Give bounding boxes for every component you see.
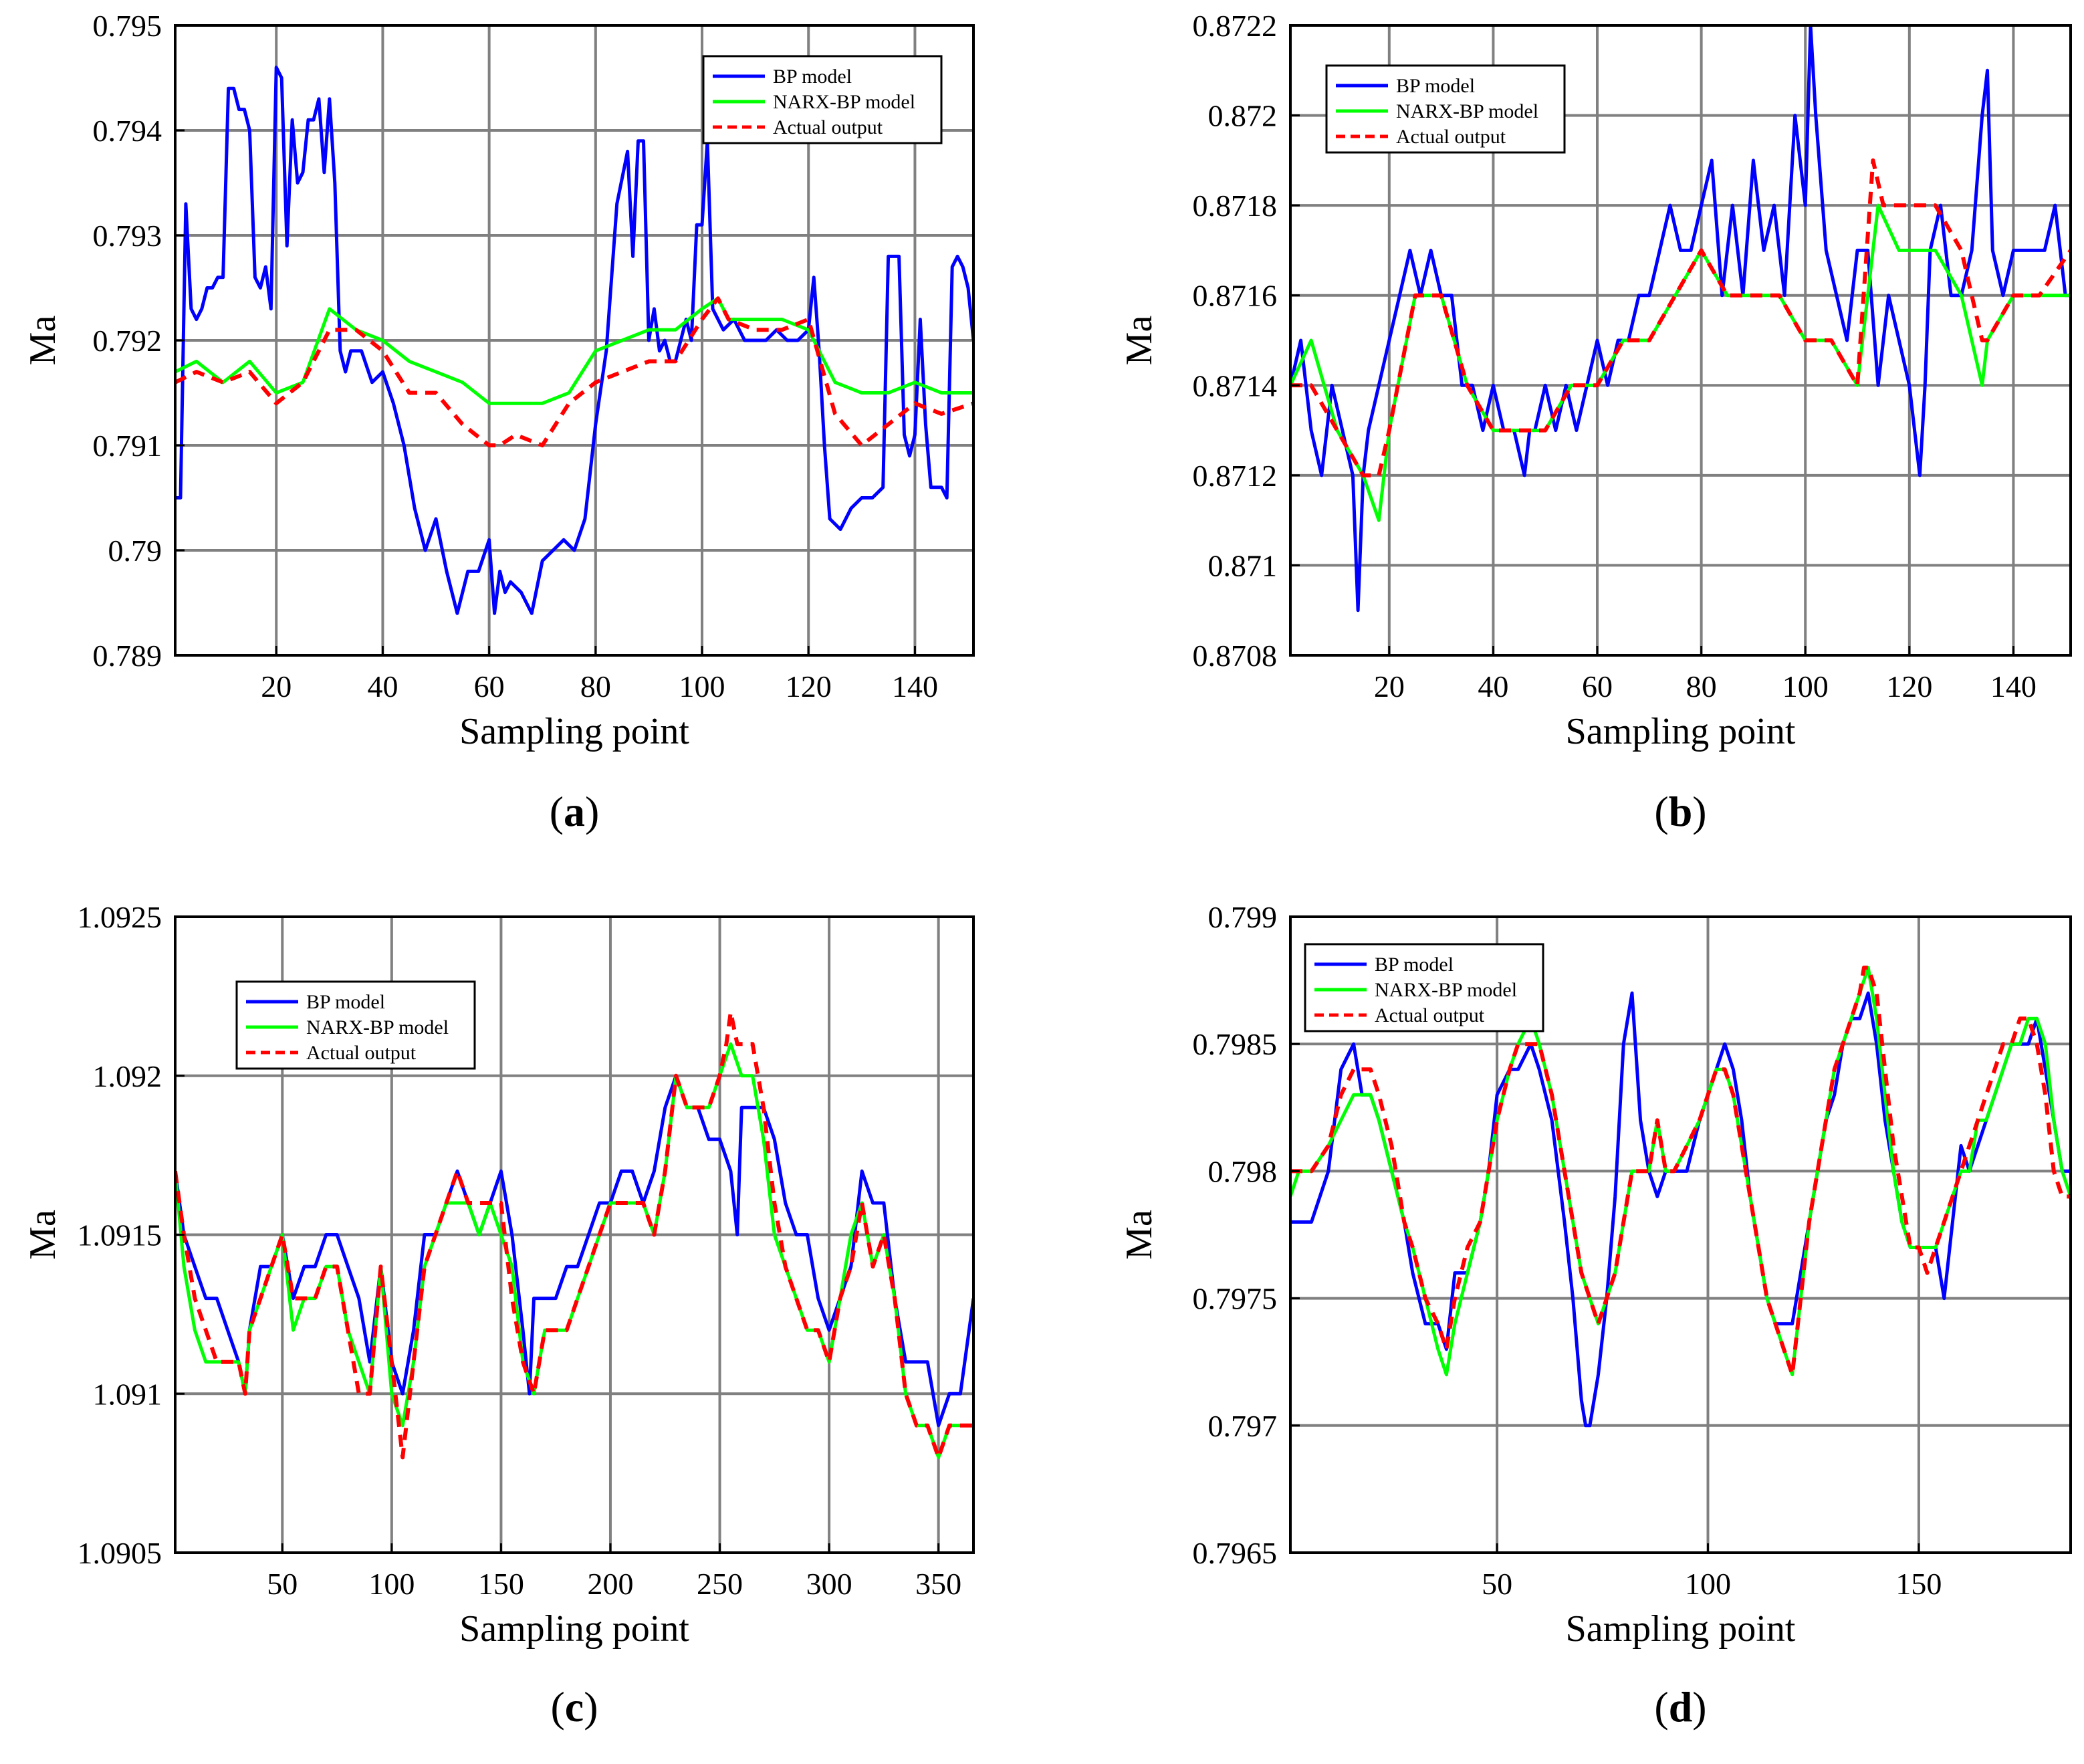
legend-label-actual: Actual output <box>1396 126 1506 148</box>
x-tick-label: 50 <box>267 1567 298 1601</box>
x-tick-label: 300 <box>806 1567 852 1601</box>
y-axis-label: Ma <box>1119 316 1160 366</box>
legend-box <box>702 55 943 144</box>
y-tick-label: 1.0905 <box>78 1536 162 1570</box>
y-tick-label: 0.8716 <box>1193 279 1278 313</box>
y-tick-label: 0.7985 <box>1193 1027 1278 1061</box>
x-tick-label: 100 <box>1685 1567 1731 1601</box>
x-axis-label: Sampling point <box>1566 1608 1796 1650</box>
axes-frame <box>1289 24 2072 657</box>
x-tick-label: 140 <box>892 669 938 703</box>
x-tick-label: 250 <box>697 1567 743 1601</box>
y-tick-label: 1.0915 <box>78 1218 162 1252</box>
legend-label-actual: Actual output <box>306 1042 417 1064</box>
x-tick-label: 140 <box>1990 669 2037 703</box>
x-tick-label: 200 <box>587 1567 633 1601</box>
x-tick-label: 60 <box>1582 669 1613 703</box>
x-tick-label: 80 <box>580 669 611 703</box>
legend-label-bp: BP model <box>306 991 385 1013</box>
panel-caption: (b) <box>1654 788 1706 835</box>
chart-panel-b: 20 40 60 80 100 120 140 0.8708 0.871 0.8712 0.8714… <box>1119 9 2072 835</box>
x-tick-label: 100 <box>679 669 725 703</box>
panel-caption-letter: a <box>564 788 585 835</box>
y-tick-label: 0.798 <box>1208 1154 1278 1188</box>
y-tick-label: 0.8718 <box>1193 189 1278 223</box>
panel-caption-letter: b <box>1669 788 1693 835</box>
legend: BP model NARX-BP model Actual output <box>235 980 476 1070</box>
y-axis-label: Ma <box>22 1210 64 1260</box>
legend: BP model NARX-BP model Actual output <box>1325 64 1566 154</box>
series-line-actual <box>1290 158 2071 477</box>
y-tick-label: 0.79 <box>108 534 162 568</box>
x-tick-label: 350 <box>915 1567 961 1601</box>
x-tick-label: 40 <box>367 669 398 703</box>
series-line-narx <box>1290 203 2071 522</box>
x-tick-label: 120 <box>786 669 832 703</box>
x-tick-label: 20 <box>1374 669 1405 703</box>
axes-frame <box>1289 915 2072 1554</box>
panel-caption: (d) <box>1654 1683 1706 1731</box>
series-line-actual <box>175 1010 973 1460</box>
y-axis-label: Ma <box>1119 1210 1160 1260</box>
x-tick-label: 100 <box>1782 669 1829 703</box>
y-tick-label: 0.791 <box>93 429 162 463</box>
y-tick-label: 0.8708 <box>1193 639 1278 673</box>
x-axis-label: Sampling point <box>1566 711 1796 752</box>
x-tick-label: 150 <box>1895 1567 1942 1601</box>
panel-caption-letter: d <box>1669 1683 1693 1731</box>
x-axis-label: Sampling point <box>459 1608 689 1650</box>
legend-label-narx: NARX-BP model <box>306 1016 449 1038</box>
series-line-bp <box>175 1074 973 1428</box>
y-tick-label: 0.797 <box>1208 1409 1278 1443</box>
legend-label-actual: Actual output <box>1375 1004 1485 1026</box>
legend-label-narx: NARX-BP model <box>1396 100 1538 122</box>
y-tick-label: 0.789 <box>93 639 162 673</box>
y-tick-label: 0.8722 <box>1193 9 1278 43</box>
legend-label-narx: NARX-BP model <box>773 91 915 113</box>
y-tick-label: 0.794 <box>93 114 162 148</box>
legend-label-narx: NARX-BP model <box>1375 979 1517 1001</box>
series-line-bp <box>1290 25 2071 613</box>
y-tick-label: 0.871 <box>1208 548 1278 582</box>
x-tick-label: 50 <box>1482 1567 1512 1601</box>
y-tick-label: 0.8712 <box>1193 459 1278 493</box>
legend-label-bp: BP model <box>773 66 852 88</box>
y-tick-label: 0.795 <box>93 9 162 43</box>
y-axis-label: Ma <box>22 316 64 366</box>
y-tick-label: 0.792 <box>93 324 162 358</box>
panel-caption: (c) <box>550 1683 598 1731</box>
chart-panel-d: 50 100 150 0.7965 0.797 0.7975 0.798 0.7985 0.79… <box>1119 900 2072 1731</box>
x-tick-label: 20 <box>261 669 292 703</box>
x-tick-label: 80 <box>1686 669 1717 703</box>
y-tick-label: 0.793 <box>93 219 162 253</box>
x-axis-label: Sampling point <box>459 711 689 752</box>
y-tick-label: 1.0925 <box>78 900 162 934</box>
y-tick-label: 0.7975 <box>1193 1282 1278 1316</box>
x-tick-label: 40 <box>1478 669 1508 703</box>
legend: BP model NARX-BP model Actual output <box>1304 943 1544 1032</box>
panel-caption-letter: c <box>565 1683 584 1731</box>
y-tick-label: 0.872 <box>1208 99 1278 133</box>
y-tick-label: 1.092 <box>93 1059 162 1093</box>
y-tick-label: 1.091 <box>93 1377 162 1411</box>
legend-label-bp: BP model <box>1375 954 1454 976</box>
x-tick-label: 120 <box>1886 669 1932 703</box>
y-tick-label: 0.7965 <box>1193 1536 1278 1570</box>
y-tick-label: 0.8714 <box>1193 368 1278 403</box>
chart-panel-c: 50 100 150 200 250 300 350 1.0905 1.091 1.0915 1.0… <box>22 900 975 1731</box>
series-line-bp <box>175 66 973 615</box>
chart-panel-a: 20 40 60 80 100 120 140 0.789 0.79 0.791 0.792 0.79… <box>22 9 975 835</box>
legend-label-bp: BP model <box>1396 75 1475 97</box>
legend-label-actual: Actual output <box>773 116 883 138</box>
panel-caption: (a) <box>550 788 600 835</box>
x-tick-label: 60 <box>474 669 505 703</box>
y-tick-label: 0.799 <box>1208 900 1278 934</box>
x-tick-label: 150 <box>478 1567 524 1601</box>
x-tick-label: 100 <box>368 1567 415 1601</box>
legend: BP model NARX-BP model Actual output <box>702 55 943 144</box>
